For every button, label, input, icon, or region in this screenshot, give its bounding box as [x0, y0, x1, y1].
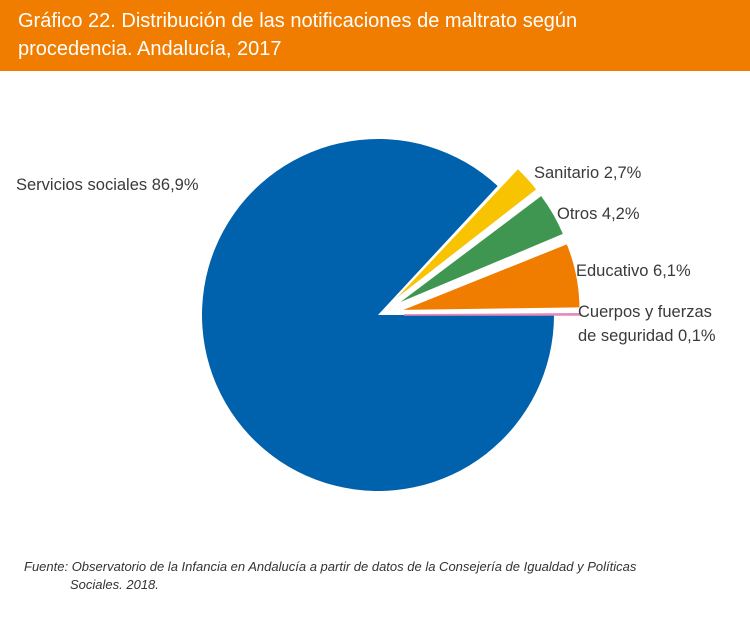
- pie-slices: [201, 139, 581, 491]
- pie-slice-educativo: [403, 244, 580, 310]
- pie-label-cuerpos-y-fuerzas-de-seguridad: Cuerpos y fuerzas de seguridad 0,1%: [578, 303, 716, 345]
- pie-label-educativo: Educativo 6,1%: [576, 262, 691, 280]
- pie-slice-cuerpos-y-fuerzas-de-seguridad: [403, 313, 581, 316]
- pie-label-otros: Otros 4,2%: [557, 205, 640, 223]
- pie-label-sanitario: Sanitario 2,7%: [534, 164, 642, 182]
- chart-title-line-1: Gráfico 22. Distribución de las notifica…: [18, 10, 578, 32]
- source-note: Fuente: Observatorio de la Infancia en A…: [24, 558, 724, 594]
- chart-title-line-2: procedencia. Andalucía, 2017: [18, 38, 282, 60]
- chart-header: Gráfico 22. Distribución de las notifica…: [0, 0, 750, 71]
- chart-title: Gráfico 22. Distribución de las notifica…: [18, 7, 738, 63]
- source-line-2: Sociales. 2018.: [70, 577, 159, 592]
- pie-slice-otros: [400, 196, 563, 303]
- pie-slice-servicios-sociales: [201, 139, 554, 491]
- source-line-1: Fuente: Observatorio de la Infancia en A…: [24, 559, 637, 574]
- pie-slice-sanitario: [397, 169, 537, 298]
- pie-label-servicios-sociales: Servicios sociales 86,9%: [16, 176, 199, 194]
- pie-labels: Servicios sociales 86,9% Sanitario 2,7% Ot…: [16, 164, 716, 345]
